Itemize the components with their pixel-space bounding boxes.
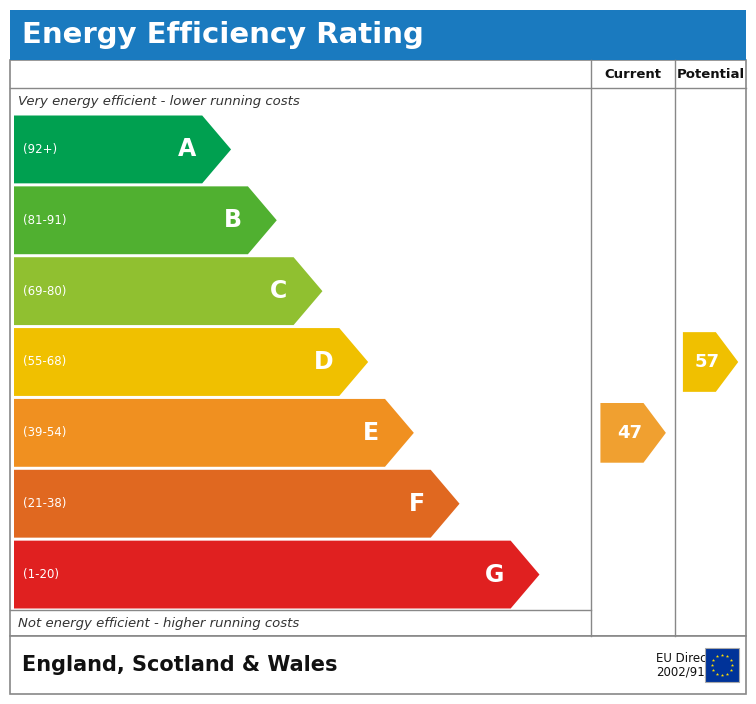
Polygon shape: [683, 332, 738, 392]
Text: (92+): (92+): [23, 143, 57, 156]
Text: F: F: [408, 491, 425, 516]
Text: Energy Efficiency Rating: Energy Efficiency Rating: [22, 21, 424, 49]
Text: Very energy efficient - lower running costs: Very energy efficient - lower running co…: [18, 94, 299, 108]
Text: C: C: [271, 279, 287, 303]
Text: Not energy efficient - higher running costs: Not energy efficient - higher running co…: [18, 617, 299, 629]
Bar: [10, 636, 746, 694]
Text: (81-91): (81-91): [23, 214, 67, 227]
Polygon shape: [14, 470, 460, 538]
Text: (39-54): (39-54): [23, 427, 67, 439]
Bar: [705, 648, 739, 682]
Text: A: A: [178, 137, 197, 161]
Polygon shape: [14, 328, 368, 396]
Text: B: B: [224, 208, 242, 232]
Text: E: E: [363, 421, 379, 445]
Text: Current: Current: [605, 68, 662, 80]
Bar: [10, 10, 746, 60]
Polygon shape: [600, 403, 666, 463]
Polygon shape: [14, 187, 277, 254]
Text: (21-38): (21-38): [23, 497, 67, 510]
Text: 47: 47: [618, 424, 643, 442]
Polygon shape: [14, 399, 414, 467]
Polygon shape: [14, 541, 540, 608]
Text: G: G: [485, 562, 505, 586]
Text: D: D: [314, 350, 333, 374]
Text: England, Scotland & Wales: England, Scotland & Wales: [22, 655, 337, 675]
Polygon shape: [14, 257, 323, 325]
Polygon shape: [14, 115, 231, 183]
Text: (55-68): (55-68): [23, 356, 67, 368]
Text: 57: 57: [695, 353, 720, 371]
Text: (1-20): (1-20): [23, 568, 59, 581]
Text: EU Directive: EU Directive: [656, 651, 729, 665]
Text: Potential: Potential: [677, 68, 745, 80]
Text: 2002/91/EC: 2002/91/EC: [656, 665, 724, 679]
Text: (69-80): (69-80): [23, 284, 67, 298]
Bar: [10, 60, 746, 636]
